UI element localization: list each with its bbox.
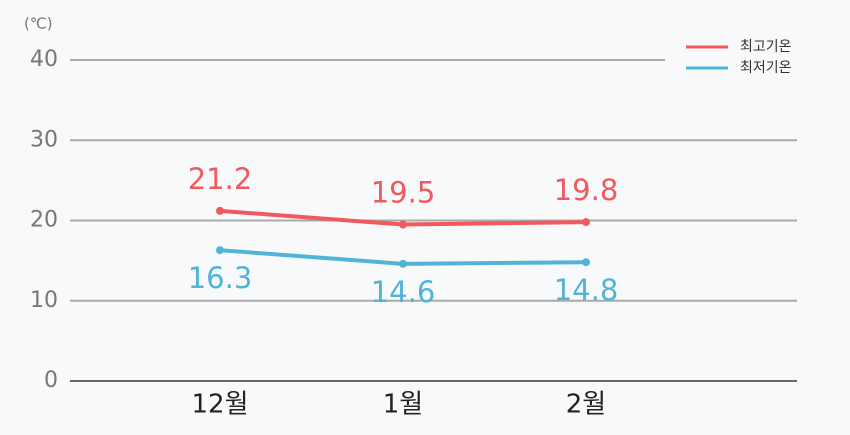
point	[216, 246, 224, 255]
y-tick-label: 0	[44, 368, 58, 393]
point	[399, 220, 407, 229]
y-tick-label: 40	[30, 47, 58, 72]
value-label: 19.5	[371, 176, 436, 210]
y-tick-label: 10	[30, 288, 58, 313]
value-label: 14.8	[554, 273, 619, 307]
value-label: 21.2	[188, 162, 253, 196]
legend-label: 최저기온	[740, 60, 792, 76]
point	[582, 218, 590, 227]
x-tick-label: 2월	[566, 390, 606, 420]
y-tick-label: 30	[30, 127, 58, 152]
x-tick-label: 12월	[191, 390, 248, 420]
unit-label: (℃)	[24, 15, 53, 33]
legend-label: 최고기온	[740, 39, 792, 55]
y-tick-label: 20	[30, 208, 58, 233]
value-label: 19.8	[554, 173, 619, 207]
point	[582, 258, 590, 267]
x-tick-label: 1월	[383, 390, 423, 420]
point	[399, 259, 407, 268]
point	[216, 206, 224, 215]
value-label: 16.3	[188, 261, 253, 295]
value-label: 14.6	[371, 275, 436, 309]
